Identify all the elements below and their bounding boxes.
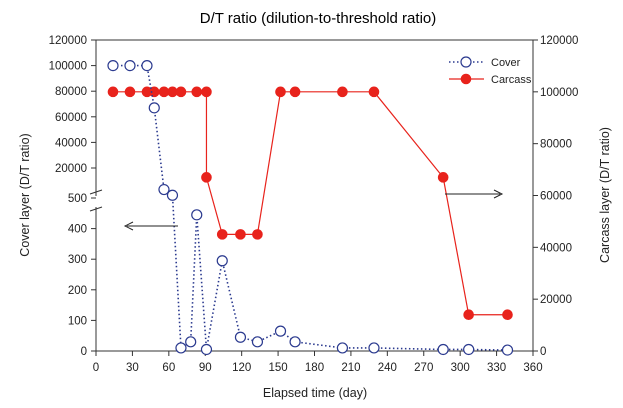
x-tick-label: 360 xyxy=(523,362,542,374)
left-tick-label: 200 xyxy=(68,285,87,297)
cover-point xyxy=(148,102,160,114)
cover-point xyxy=(437,343,449,356)
cover-point xyxy=(158,183,170,196)
cover-point xyxy=(185,336,197,348)
x-tick-label: 90 xyxy=(199,362,212,374)
legend-carcass-marker xyxy=(460,73,472,85)
carcass-point xyxy=(275,86,286,98)
carcass-point xyxy=(235,229,246,240)
x-tick-label: 0 xyxy=(93,362,99,374)
left-tick-label: 300 xyxy=(68,254,87,266)
x-tick-label: 30 xyxy=(126,362,139,374)
cover-line xyxy=(112,64,508,351)
left-axis-ticks: 0 100 200 300 400 500 20000 40000 60000 80000 1000… xyxy=(49,35,96,358)
left-axis-label: Cover layer (D/T ratio) xyxy=(18,133,32,256)
cover-point xyxy=(463,343,475,356)
right-tick-label: 120000 xyxy=(540,35,578,47)
right-axis-arrow xyxy=(445,189,504,199)
x-tick-label: 330 xyxy=(487,362,506,374)
legend-cover-marker xyxy=(460,56,472,68)
right-axis-label: Carcass layer (D/T ratio) xyxy=(598,127,612,263)
right-tick-label: 0 xyxy=(540,346,546,358)
left-tick-label: 100 xyxy=(68,315,87,327)
left-tick-label: 40000 xyxy=(55,137,87,149)
x-tick-label: 240 xyxy=(378,362,397,374)
cover-point xyxy=(289,336,301,348)
carcass-point xyxy=(463,309,474,321)
right-axis-ticks: 0 20000 40000 60000 80000 100000 120000 xyxy=(533,35,578,358)
cover-point xyxy=(166,189,179,201)
axis-break-mark-bottom xyxy=(89,206,103,212)
carcass-point xyxy=(502,309,513,321)
x-tick-label: 300 xyxy=(451,362,470,374)
series-carcass xyxy=(107,86,513,321)
x-axis-label: Elapsed time (day) xyxy=(263,386,367,400)
cover-point xyxy=(251,336,264,348)
carcass-point xyxy=(368,86,380,98)
chart-title: D/T ratio (dilution-to-threshold ratio) xyxy=(200,10,436,27)
x-tick-label: 120 xyxy=(232,362,251,374)
carcass-point xyxy=(216,229,228,240)
carcass-point xyxy=(191,86,203,98)
left-axis-arrow xyxy=(123,221,178,231)
carcass-point xyxy=(252,229,263,240)
left-tick-label: 120000 xyxy=(49,35,87,47)
cover-point xyxy=(200,343,213,356)
cover-point xyxy=(141,59,153,72)
legend: Cover Carcass xyxy=(449,56,532,86)
x-tick-label: 270 xyxy=(414,362,433,374)
right-tick-label: 40000 xyxy=(540,242,572,254)
carcass-point xyxy=(201,86,212,98)
left-tick-label: 0 xyxy=(81,346,87,358)
cover-point xyxy=(107,59,119,72)
carcass-point xyxy=(289,86,301,98)
legend-cover-label: Cover xyxy=(491,57,521,69)
carcass-point xyxy=(124,86,136,98)
left-tick-label: 20000 xyxy=(55,163,87,175)
cover-point xyxy=(274,325,287,337)
cover-point xyxy=(336,342,349,354)
legend-carcass-label: Carcass xyxy=(491,74,532,86)
carcass-point xyxy=(175,86,187,98)
carcass-point xyxy=(437,172,449,183)
cover-point xyxy=(216,255,228,267)
cover-point xyxy=(501,344,514,356)
left-tick-label: 500 xyxy=(68,193,87,205)
cover-point xyxy=(124,59,136,72)
cover-point xyxy=(175,342,187,354)
left-tick-label: 60000 xyxy=(55,112,87,124)
left-tick-label: 80000 xyxy=(55,86,87,98)
carcass-point xyxy=(337,86,348,98)
x-axis-ticks: 0 30 60 90 120 150 180 210 240 270 300 330 360 xyxy=(93,351,543,374)
right-tick-label: 100000 xyxy=(540,87,578,99)
x-tick-label: 180 xyxy=(305,362,324,374)
right-tick-label: 80000 xyxy=(540,139,572,151)
x-tick-label: 150 xyxy=(268,362,287,374)
cover-point xyxy=(234,331,247,343)
carcass-point xyxy=(201,172,212,183)
right-tick-label: 20000 xyxy=(540,294,572,306)
x-tick-label: 210 xyxy=(341,362,360,374)
right-tick-label: 60000 xyxy=(540,191,572,203)
cover-point xyxy=(368,342,380,354)
cover-point xyxy=(191,209,203,221)
carcass-point xyxy=(107,86,119,98)
left-tick-label: 400 xyxy=(68,224,87,236)
left-tick-label: 100000 xyxy=(49,61,87,73)
x-tick-label: 60 xyxy=(162,362,175,374)
axis-break-mark-top xyxy=(89,189,103,195)
series-cover xyxy=(107,59,514,356)
